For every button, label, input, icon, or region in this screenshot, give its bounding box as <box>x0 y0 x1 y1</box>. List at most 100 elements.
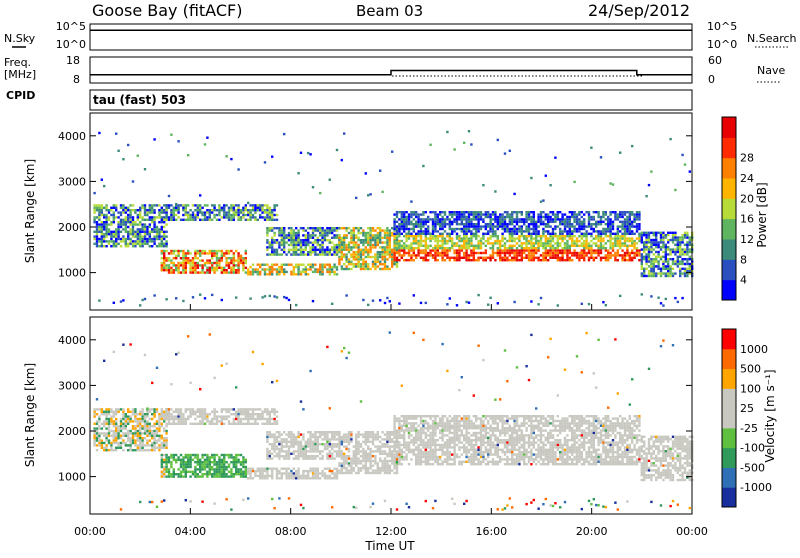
power-cell <box>578 225 580 227</box>
power-cell <box>525 254 527 256</box>
power-cell <box>518 245 520 247</box>
power-cell <box>672 234 674 236</box>
velocity-cell <box>93 408 95 410</box>
power-cell <box>401 213 403 215</box>
power-cell <box>461 211 463 213</box>
power-cell <box>451 230 453 232</box>
power-cell <box>477 225 479 227</box>
power-cell <box>408 233 410 235</box>
velocity-cell <box>213 459 215 461</box>
power-cell <box>398 242 400 244</box>
power-cell <box>281 253 283 255</box>
power-cell <box>597 233 599 235</box>
power-cell <box>540 242 542 244</box>
power-cell <box>218 264 220 266</box>
power-cell <box>660 272 662 274</box>
power-cell <box>360 253 362 255</box>
power-cell <box>677 241 679 243</box>
power-cell <box>221 216 223 218</box>
velocity-cell <box>223 471 225 473</box>
power-cell <box>410 228 412 230</box>
velocity-cell <box>105 411 107 413</box>
power-cell <box>631 252 633 254</box>
power-cell <box>396 242 398 244</box>
power-cell <box>681 239 683 241</box>
power-cell <box>173 264 175 266</box>
power-cell <box>185 264 187 266</box>
power-cell <box>446 257 448 259</box>
noise-right-tick-top: 10^5 <box>707 20 737 33</box>
power-cell <box>372 261 374 263</box>
velocity-cell <box>197 459 199 461</box>
velocity-cell <box>283 457 285 459</box>
power-cell <box>434 235 436 237</box>
velocity-cell <box>314 468 316 470</box>
power-cell <box>288 264 290 266</box>
velocity-cell <box>211 475 213 477</box>
power-cell <box>470 249 472 251</box>
velocity-cell <box>312 445 314 447</box>
power-cell <box>281 229 283 231</box>
power-cell <box>561 252 563 254</box>
power-cell <box>614 235 616 237</box>
power-cell <box>386 251 388 253</box>
velocity-cell <box>242 413 244 415</box>
power-cell <box>266 273 268 275</box>
power-cell <box>341 246 343 248</box>
velocity-cell <box>175 411 177 413</box>
power-cell <box>648 275 650 277</box>
power-cell <box>557 245 559 247</box>
power-colorbar-swatch <box>722 259 736 280</box>
power-cell <box>153 138 155 140</box>
power-cell <box>149 219 151 221</box>
velocity-cell <box>309 448 311 450</box>
power-cell <box>401 223 403 225</box>
power-cell <box>201 250 203 252</box>
velocity-cell <box>324 445 326 447</box>
velocity-cell <box>189 423 191 425</box>
power-cell <box>129 204 131 206</box>
velocity-cell <box>103 447 105 449</box>
power-cell <box>554 242 556 244</box>
power-cell <box>259 264 261 266</box>
velocity-cell <box>201 473 203 475</box>
power-cell <box>348 244 350 246</box>
power-cell <box>516 249 518 251</box>
power-cell <box>101 240 103 242</box>
power-cell <box>662 234 664 236</box>
power-cell <box>590 257 592 259</box>
power-cell <box>609 235 611 237</box>
power-cell <box>360 265 362 267</box>
velocity-cell <box>182 420 184 422</box>
power-cell <box>98 216 100 218</box>
velocity-cell <box>247 413 249 415</box>
velocity-cell <box>273 441 275 443</box>
power-cell <box>681 253 683 255</box>
velocity-cell <box>132 432 134 434</box>
power-cell <box>321 229 323 231</box>
power-cell <box>137 155 139 157</box>
power-cell <box>393 228 395 230</box>
velocity-cell <box>242 466 244 468</box>
power-cell <box>173 252 175 254</box>
power-cell <box>396 239 398 241</box>
velocity-cell <box>247 415 249 417</box>
velocity-cell <box>237 468 239 470</box>
power-cell <box>266 207 268 209</box>
power-cell <box>252 214 254 216</box>
velocity-cell <box>276 431 278 433</box>
velocity-cell <box>113 432 115 434</box>
power-cell <box>545 252 547 254</box>
power-cell <box>417 240 419 242</box>
velocity-cell <box>168 475 170 477</box>
power-cell <box>108 243 110 245</box>
power-cell <box>158 228 160 230</box>
power-cell <box>96 228 98 230</box>
power-cell <box>516 221 518 223</box>
power-cell <box>122 207 124 209</box>
power-cell <box>201 259 203 261</box>
power-cell <box>525 228 527 230</box>
power-cell <box>451 221 453 223</box>
velocity-cell <box>225 415 227 417</box>
power-cell <box>540 218 542 220</box>
